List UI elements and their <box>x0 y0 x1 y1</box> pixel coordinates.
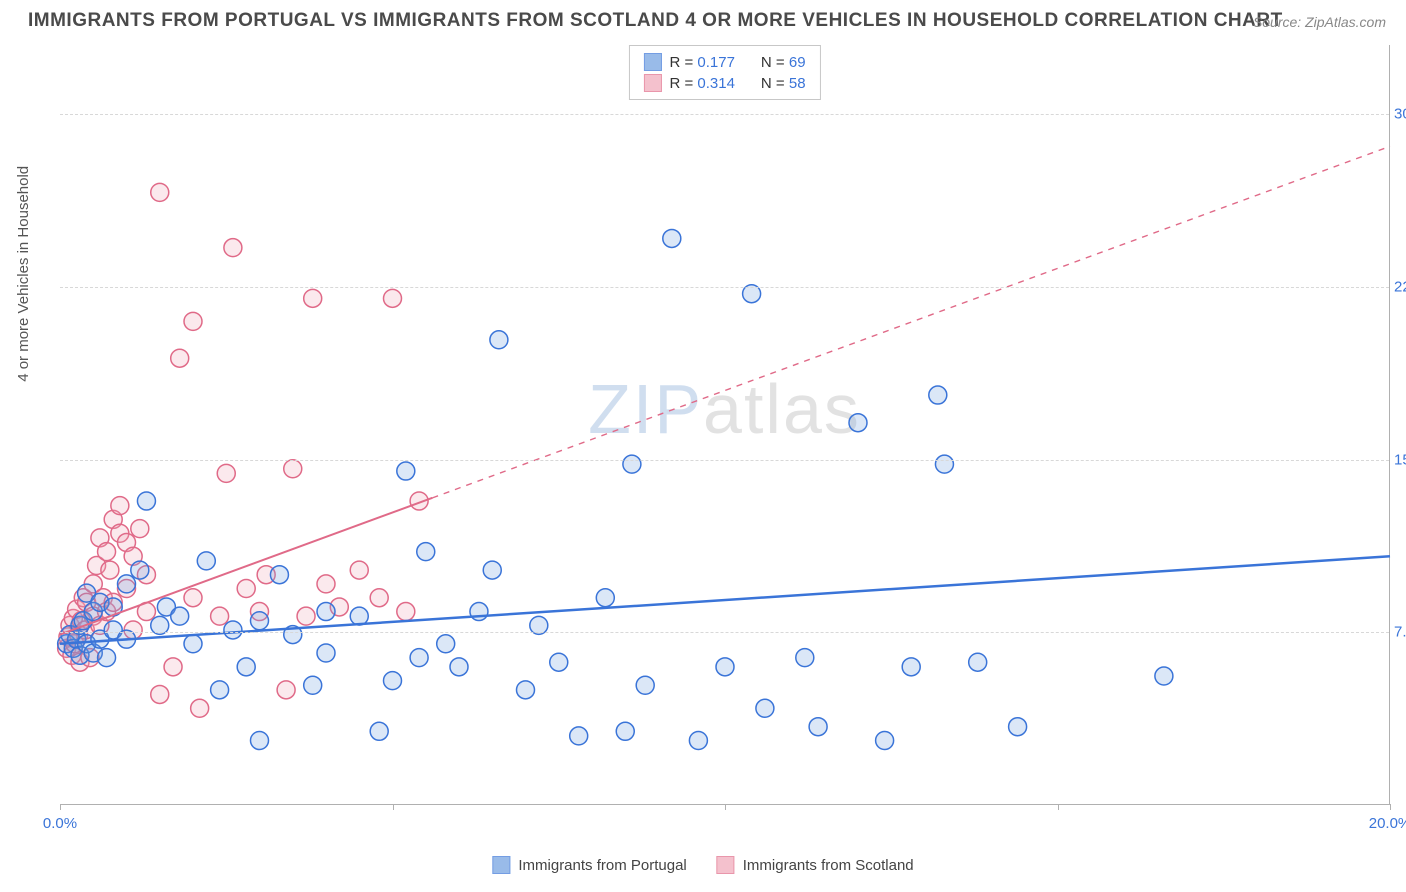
y-tick-label: 30.0% <box>1394 106 1406 123</box>
data-point-scotland <box>317 575 335 593</box>
data-point-scotland <box>237 580 255 598</box>
data-point-portugal <box>796 649 814 667</box>
y-tick-label: 15.0% <box>1394 451 1406 468</box>
data-point-scotland <box>384 289 402 307</box>
data-point-portugal <box>211 681 229 699</box>
data-point-portugal <box>397 462 415 480</box>
data-point-portugal <box>304 676 322 694</box>
data-point-portugal <box>317 644 335 662</box>
data-point-portugal <box>596 589 614 607</box>
data-point-scotland <box>164 658 182 676</box>
legend-swatch-scotland-icon <box>717 856 735 874</box>
legend-swatch-portugal-icon <box>492 856 510 874</box>
data-point-scotland <box>98 543 116 561</box>
data-point-scotland <box>131 520 149 538</box>
data-point-portugal <box>716 658 734 676</box>
data-point-portugal <box>370 722 388 740</box>
data-point-portugal <box>251 612 269 630</box>
source-attribution: Source: ZipAtlas.com <box>1253 14 1386 30</box>
data-point-portugal <box>171 607 189 625</box>
data-point-portugal <box>437 635 455 653</box>
data-point-portugal <box>1155 667 1173 685</box>
data-point-scotland <box>224 239 242 257</box>
y-tick-label: 7.5% <box>1394 624 1406 641</box>
data-point-scotland <box>101 561 119 579</box>
data-point-portugal <box>636 676 654 694</box>
data-point-portugal <box>517 681 535 699</box>
data-point-portugal <box>809 718 827 736</box>
data-point-portugal <box>570 727 588 745</box>
data-point-scotland <box>284 460 302 478</box>
data-point-scotland <box>151 183 169 201</box>
data-point-portugal <box>550 653 568 671</box>
data-point-scotland <box>277 681 295 699</box>
plot-svg <box>60 45 1389 804</box>
data-point-portugal <box>483 561 501 579</box>
data-point-scotland <box>191 699 209 717</box>
data-point-portugal <box>410 649 428 667</box>
data-point-portugal <box>137 492 155 510</box>
y-tick-label: 22.5% <box>1394 278 1406 295</box>
data-point-scotland <box>370 589 388 607</box>
bottom-legend-scotland-label: Immigrants from Scotland <box>743 857 914 874</box>
data-point-portugal <box>417 543 435 561</box>
data-point-scotland <box>217 464 235 482</box>
y-axis-label: 4 or more Vehicles in Household <box>15 165 32 381</box>
x-tick-label: 0.0% <box>43 815 77 832</box>
data-point-portugal <box>317 603 335 621</box>
data-point-scotland <box>151 685 169 703</box>
chart-title: IMMIGRANTS FROM PORTUGAL VS IMMIGRANTS F… <box>28 10 1283 32</box>
data-point-portugal <box>118 575 136 593</box>
bottom-legend-portugal-label: Immigrants from Portugal <box>518 857 686 874</box>
data-point-scotland <box>184 312 202 330</box>
data-point-scotland <box>297 607 315 625</box>
data-point-scotland <box>184 589 202 607</box>
bottom-legend-portugal: Immigrants from Portugal <box>492 856 686 874</box>
data-point-scotland <box>111 497 129 515</box>
data-point-portugal <box>935 455 953 473</box>
data-point-portugal <box>902 658 920 676</box>
data-point-scotland <box>397 603 415 621</box>
data-point-portugal <box>251 732 269 750</box>
data-point-scotland <box>304 289 322 307</box>
plot-area: 4 or more Vehicles in Household ZIPatlas… <box>60 45 1390 805</box>
data-point-portugal <box>756 699 774 717</box>
data-point-portugal <box>663 229 681 247</box>
data-point-portugal <box>876 732 894 750</box>
data-point-portugal <box>929 386 947 404</box>
data-point-portugal <box>98 649 116 667</box>
data-point-portugal <box>490 331 508 349</box>
trend-line-dashed-scotland <box>432 146 1390 498</box>
bottom-legend-scotland: Immigrants from Scotland <box>717 856 914 874</box>
data-point-portugal <box>131 561 149 579</box>
data-point-scotland <box>350 561 368 579</box>
data-point-portugal <box>184 635 202 653</box>
data-point-portugal <box>450 658 468 676</box>
data-point-portugal <box>384 672 402 690</box>
data-point-scotland <box>171 349 189 367</box>
data-point-portugal <box>1009 718 1027 736</box>
data-point-portugal <box>224 621 242 639</box>
data-point-portugal <box>270 566 288 584</box>
data-point-scotland <box>211 607 229 625</box>
data-point-portugal <box>689 732 707 750</box>
data-point-portugal <box>616 722 634 740</box>
bottom-legend: Immigrants from Portugal Immigrants from… <box>492 856 913 874</box>
data-point-portugal <box>969 653 987 671</box>
data-point-portugal <box>197 552 215 570</box>
x-tick-label: 20.0% <box>1369 815 1406 832</box>
data-point-portugal <box>623 455 641 473</box>
data-point-portugal <box>849 414 867 432</box>
data-point-portugal <box>237 658 255 676</box>
